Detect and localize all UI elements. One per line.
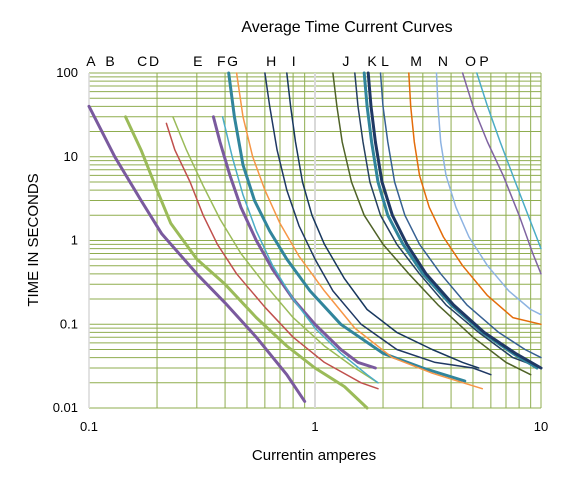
curve-line-9 [264,72,492,376]
curve-line-7 [227,71,467,383]
curve-label: L [381,53,389,69]
curve-line-14 [366,71,543,370]
curve-line-16 [408,72,542,326]
curve-series [87,71,543,410]
curve-line-4 [172,116,379,384]
x-tick-label: 0.1 [80,419,98,434]
x-tick-labels: 0.1 1 10 [80,419,548,434]
curve-line-3 [165,122,379,390]
curve-label: J [342,53,349,69]
curve-label: P [479,53,488,69]
curve-line-19 [476,72,542,250]
curve-line-6 [221,116,379,384]
curve-line-10 [286,72,480,369]
x-tick-label: 1 [311,419,318,434]
curve-label: O [465,53,476,69]
curve-line-15 [379,72,542,359]
curve-line-17 [435,72,542,316]
y-tick-labels: 0.01 0.1 1 10 100 [53,65,78,415]
curve-line-1 [87,104,307,403]
curve-label: K [367,53,377,69]
curve-line-12 [354,72,542,369]
x-tick-label: 10 [534,419,548,434]
y-tick-label: 10 [64,149,78,164]
curve-label: C [137,53,147,69]
curve-label: G [227,53,238,69]
curve-label: N [438,53,448,69]
curve-line-11 [332,72,532,376]
curve-label: E [193,53,202,69]
x-axis-label: Currentin amperes [252,447,376,464]
chart-title: Average Time Current Curves [241,19,452,36]
curve-line-2 [124,115,369,410]
y-tick-label: 100 [56,65,78,80]
curve-line-5 [211,115,377,370]
curve-line-8 [235,72,484,390]
y-tick-label: 0.1 [60,316,78,331]
curve-label: M [410,53,422,69]
y-tick-label: 1 [71,233,78,248]
curve-label: D [149,53,159,69]
curve-line-18 [461,72,542,275]
curve-label: B [105,53,114,69]
curve-label: F [217,53,226,69]
curve-label: I [292,53,296,69]
y-axis-label: TIME IN SECONDS [25,173,42,306]
y-tick-label: 0.01 [53,400,78,415]
curve-label: H [266,53,276,69]
curve-label: A [86,53,96,69]
grid-lines [88,72,542,409]
